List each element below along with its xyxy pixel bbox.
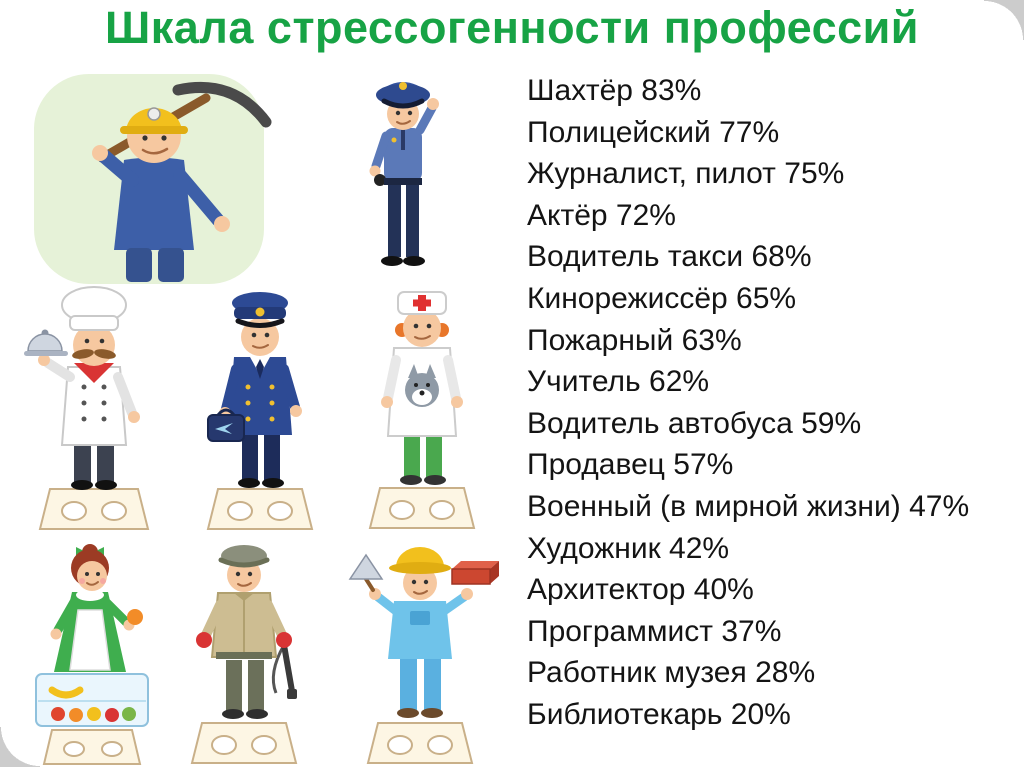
profession-list-item: Военный (в мирной жизни) 47% <box>527 489 970 523</box>
chef-illustration <box>22 283 172 538</box>
profession-list-item: Учитель 62% <box>527 365 710 399</box>
profession-list-item: Журналист, пилот 75% <box>527 157 845 191</box>
builder-icon <box>348 547 499 764</box>
profession-list-item: Художник 42% <box>527 531 730 565</box>
profession-list-item: Работник музея 28% <box>527 656 816 690</box>
profession-list-item: Актёр 72% <box>527 198 676 232</box>
profession-list-item: Архитектор 40% <box>527 573 754 607</box>
profession-list-item: Водитель автобуса 59% <box>527 406 862 440</box>
page-title: Шкала стрессогенности профессий <box>105 2 919 53</box>
profession-list-item: Шахтёр 83% <box>527 74 702 107</box>
pilot-illustration <box>188 283 333 538</box>
corner-decoration-top-right <box>984 0 1024 40</box>
doctor-icon <box>368 291 476 529</box>
fruit-seller-illustration <box>18 538 166 767</box>
profession-list-item: Водитель такси 68% <box>527 240 812 274</box>
profession-list-item: Продавец 57% <box>527 448 734 482</box>
chef-icon <box>24 286 150 530</box>
profession-list-item: Пожарный 63% <box>527 323 742 357</box>
fruit-seller-icon <box>35 544 149 765</box>
profession-list-item: Кинорежиссёр 65% <box>527 281 797 315</box>
maintenance-worker-icon <box>190 545 298 764</box>
doctor-illustration <box>350 278 495 538</box>
maintenance-worker-illustration <box>172 533 317 767</box>
profession-list-item: Библиотекарь 20% <box>527 697 791 731</box>
corner-decoration-bottom-left <box>0 727 40 767</box>
miner-illustration <box>28 60 283 295</box>
pilot-icon <box>206 292 314 530</box>
miner-icon <box>34 74 272 284</box>
profession-list-item: Полицейский 77% <box>527 115 780 149</box>
builder-illustration <box>340 533 505 767</box>
professions-list: Шахтёр 83% Полицейский 77% Журналист, пи… <box>527 70 969 736</box>
policeman-icon <box>369 82 439 266</box>
profession-list-item: Программист 37% <box>527 614 782 648</box>
policeman-illustration <box>340 68 470 288</box>
